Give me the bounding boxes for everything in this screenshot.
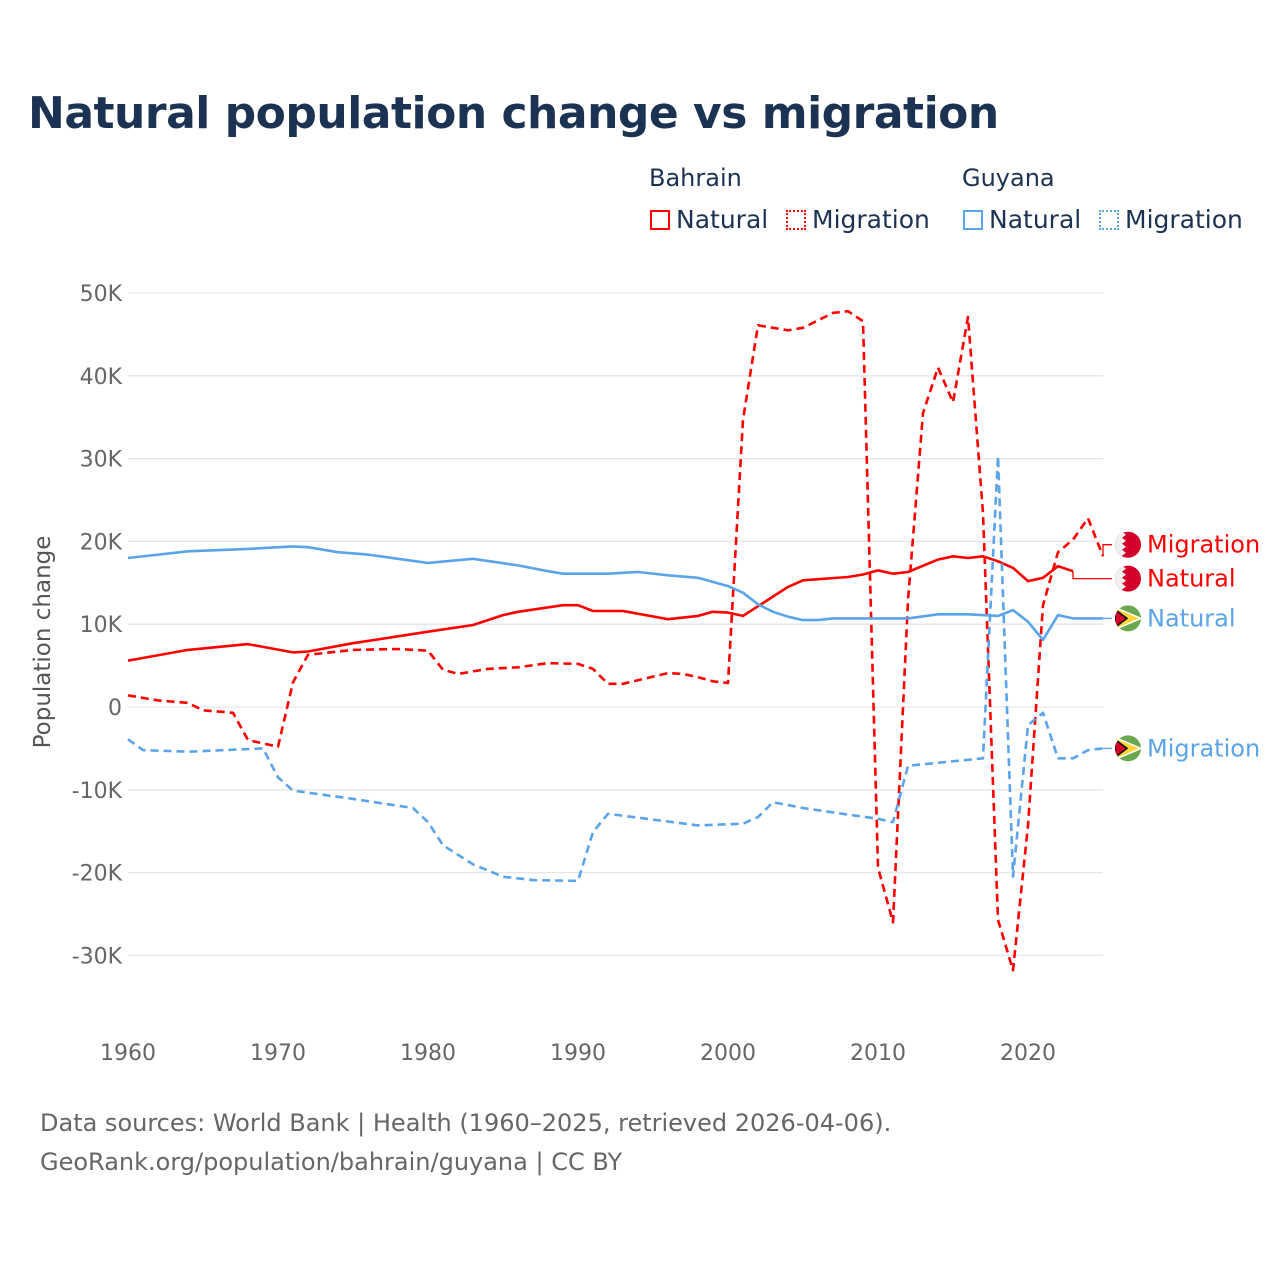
y-tick-label: 0 <box>108 696 122 721</box>
guyana-flag-icon <box>1115 605 1141 632</box>
flag-white <box>1115 531 1126 558</box>
y-axis-label: Population change <box>30 536 56 749</box>
bahrain-flag-icon <box>1115 565 1141 592</box>
flag-red <box>1115 737 1129 759</box>
y-tick-label: 10K <box>80 613 123 638</box>
legend-item-guyana-migration[interactable]: Migration <box>1099 205 1243 234</box>
label-connector <box>1102 544 1112 557</box>
series-end-label-guyana-migration: Migration <box>1147 734 1260 762</box>
credit-note: GeoRank.org/population/bahrain/guyana | … <box>40 1148 623 1176</box>
series-end-label-bahrain-natural: Natural <box>1147 565 1236 593</box>
y-tick-label: -20K <box>72 862 123 887</box>
chart-title: Natural population change vs migration <box>28 88 999 139</box>
legend-label: Natural <box>989 205 1082 234</box>
legend-item-bahrain-natural[interactable]: Natural <box>650 205 768 234</box>
y-tick-label: 30K <box>80 448 123 473</box>
legend-swatch-solid-icon <box>650 209 670 230</box>
x-tick-label: 1960 <box>100 1041 156 1066</box>
flag-white <box>1115 565 1126 592</box>
flag-red <box>1115 607 1129 629</box>
legend-item-bahrain-migration[interactable]: Migration <box>786 205 930 234</box>
x-tick-label: 1970 <box>250 1041 306 1066</box>
series-end-label-guyana-natural: Natural <box>1147 604 1236 632</box>
guyana-flag-icon <box>1115 735 1141 762</box>
source-note: Data sources: World Bank | Health (1960–… <box>40 1109 892 1137</box>
series-end-label-bahrain-migration: Migration <box>1147 531 1260 559</box>
y-tick-label: -30K <box>72 944 123 969</box>
series-line-bahrain-migration <box>127 309 1105 972</box>
y-tick-label: -10K <box>72 779 123 804</box>
y-tick-label: 40K <box>80 365 123 390</box>
legend-label: Migration <box>1125 205 1243 234</box>
legend-item-guyana-natural[interactable]: Natural <box>963 205 1081 234</box>
series-line-bahrain-natural <box>127 554 1074 662</box>
legend-label: Natural <box>676 205 769 234</box>
legend-swatch-solid-icon <box>963 209 983 230</box>
x-tick-label: 2010 <box>850 1041 906 1066</box>
legend-label: Migration <box>812 205 930 234</box>
x-tick-label: 1980 <box>400 1041 456 1066</box>
series-line-guyana-natural <box>127 545 1103 642</box>
y-tick-label: 20K <box>80 530 123 555</box>
label-connector <box>1072 571 1112 580</box>
legend-swatch-dotted-icon <box>1099 209 1119 230</box>
series-line-guyana-migration <box>127 454 1104 883</box>
x-tick-label: 1990 <box>550 1041 606 1066</box>
legend-swatch-dotted-icon <box>786 209 806 230</box>
legend-group-bahrain: Bahrain <box>649 164 742 192</box>
x-tick-label: 2020 <box>1000 1041 1056 1066</box>
y-tick-label: 50K <box>80 282 123 307</box>
bahrain-flag-icon <box>1115 531 1141 558</box>
x-tick-label: 2000 <box>700 1041 756 1066</box>
legend-group-guyana: Guyana <box>962 164 1055 192</box>
